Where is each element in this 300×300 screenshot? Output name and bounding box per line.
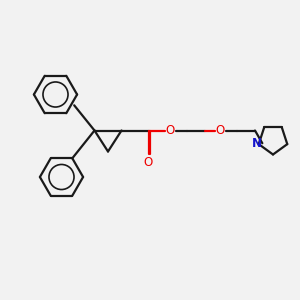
Text: N: N [252,137,262,150]
Text: O: O [144,156,153,169]
Text: O: O [216,124,225,137]
Text: O: O [166,124,175,137]
